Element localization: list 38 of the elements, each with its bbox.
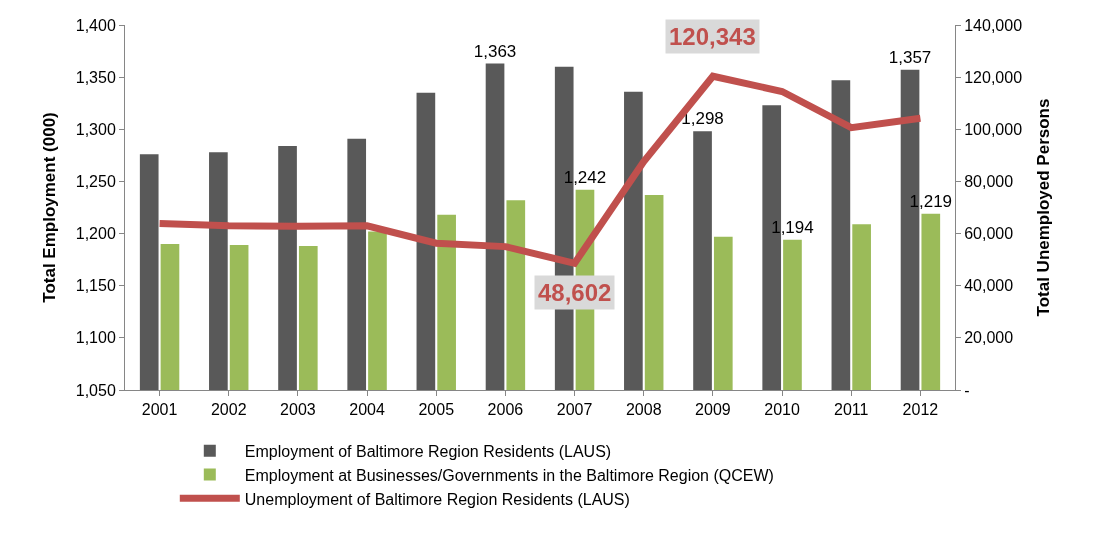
y-tick-label: 1,150 bbox=[75, 277, 116, 295]
y-tick-label: 1,050 bbox=[75, 381, 116, 399]
data-label: 1,357 bbox=[888, 47, 932, 67]
x-tick-label: 2005 bbox=[418, 401, 455, 419]
y2-tick-label: 120,000 bbox=[964, 68, 1023, 86]
y2-tick-label: 80,000 bbox=[964, 173, 1014, 191]
x-tick-label: 2001 bbox=[141, 401, 178, 419]
legend-label: Employment of Baltimore Region Residents (LAUS) bbox=[244, 442, 612, 460]
y2-tick-label: 40,000 bbox=[964, 277, 1014, 295]
legend-label: Employment at Businesses/Governments in the Baltimore Region (QCEW) bbox=[244, 466, 774, 484]
data-label: 48,602 bbox=[538, 279, 612, 306]
y-tick-label: 1,400 bbox=[75, 16, 116, 34]
y-tick-label: 1,350 bbox=[75, 68, 116, 86]
y2-tick-label: 100,000 bbox=[964, 120, 1023, 138]
y-tick-label: 1,200 bbox=[75, 225, 116, 243]
y-tick-label: 1,250 bbox=[75, 173, 116, 191]
y2-tick-label: 140,000 bbox=[964, 16, 1023, 34]
data-label: 120,343 bbox=[669, 23, 756, 50]
x-tick-label: 2009 bbox=[695, 401, 731, 419]
data-label: 1,298 bbox=[681, 109, 724, 129]
data-label: 1,363 bbox=[473, 41, 517, 61]
x-tick-label: 2012 bbox=[902, 401, 939, 419]
y2-tick-label: 20,000 bbox=[964, 329, 1014, 347]
y-tick-label: 1,100 bbox=[75, 329, 116, 347]
x-tick-label: 2008 bbox=[625, 401, 662, 419]
x-tick-label: 2003 bbox=[280, 401, 316, 419]
x-tick-label: 2010 bbox=[764, 401, 800, 419]
legend-label: Unemployment of Baltimore Region Residents (LAUS) bbox=[244, 490, 630, 508]
y-tick-label: 1,300 bbox=[75, 120, 116, 138]
y2-tick-label: - bbox=[964, 381, 970, 399]
y-axis-title: Total Employment (000) bbox=[40, 112, 60, 303]
y2-axis-title: Total Unemployed Persons bbox=[1033, 98, 1053, 317]
y2-tick-label: 60,000 bbox=[964, 225, 1014, 243]
x-tick-label: 2006 bbox=[487, 401, 524, 419]
x-tick-label: 2011 bbox=[834, 401, 869, 419]
x-tick-label: 2002 bbox=[210, 401, 247, 419]
x-tick-label: 2004 bbox=[349, 401, 385, 419]
x-tick-label: 2007 bbox=[556, 401, 593, 419]
